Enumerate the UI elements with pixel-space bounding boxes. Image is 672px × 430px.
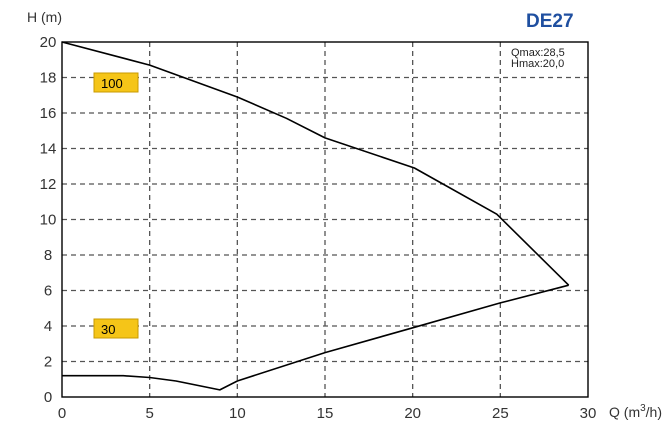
y-tick-label: 20 [40,34,57,51]
series-tag-label: 100 [101,76,123,91]
series-tag-label: 30 [101,322,115,337]
y-tick-label: 10 [40,212,57,229]
x-tick-label: 15 [317,405,334,422]
x-tick-label: 10 [229,405,246,422]
x-tick-label: 20 [404,405,421,422]
y-tick-label: 18 [40,70,57,87]
y-tick-label: 14 [40,141,57,158]
x-tick-label: 0 [58,405,66,422]
series-tags: 100 30 [93,72,139,339]
x-axis-label: Q (m3/h) [609,403,662,420]
tick-labels: 0 5 10 15 20 25 30 0 2 4 6 8 10 12 14 16 18 20 [40,34,597,422]
series-tag-box [93,72,139,93]
y-tick-label: 6 [44,283,52,300]
x-tick-label: 30 [580,405,597,422]
series-tag-30: 30 [93,318,139,339]
plot-frame [61,41,589,398]
x-axis-label-prefix: Q (m [609,404,640,420]
y-tick-label: 4 [44,318,52,335]
y-tick-label: 12 [40,176,57,193]
series-line-30 [62,284,569,391]
y-tick-label: 8 [44,247,52,264]
series-line-100 [61,41,570,286]
x-axis-label-suffix: /h) [646,404,662,420]
series-tag-100: 100 [93,72,139,93]
hmax-note: Hmax:20,0 [511,58,564,70]
chart-title: DE27 [526,11,574,32]
x-tick-label: 5 [145,405,153,422]
y-tick-label: 16 [40,105,57,122]
series-tag-box [93,318,139,339]
x-axis-label-sup: 3 [640,403,646,414]
grid-layer [62,42,588,397]
qmax-note: Qmax:28,5 [511,47,565,59]
y-tick-label: 0 [44,389,52,406]
y-tick-label: 2 [44,354,52,371]
y-axis-label: H (m) [27,9,62,25]
curve-layer [61,41,570,391]
x-tick-label: 25 [492,405,509,422]
